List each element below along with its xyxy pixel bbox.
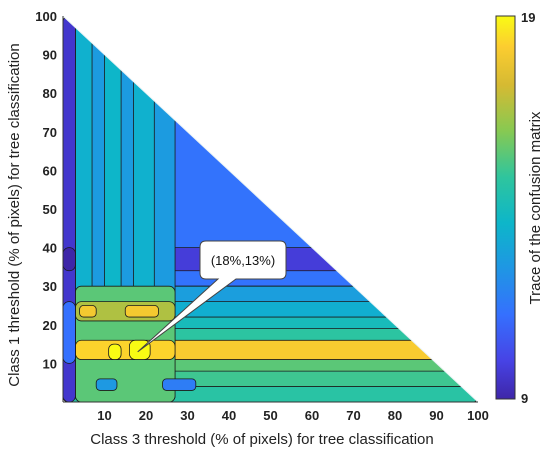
x-tick-label: 60 [305,408,319,423]
y-ticks: 10 20 30 40 50 60 70 80 90 100 [35,9,57,371]
contour-region [75,339,176,360]
y-tick-label: 50 [43,202,57,217]
plot-area [62,15,479,403]
contour-region [79,305,97,318]
colorbar: 19 9 Trace of the confusion matrix [495,10,544,406]
annotation-text: (18%,13%) [211,253,275,268]
x-ticks: 10 20 30 40 50 60 70 80 90 100 [97,408,489,423]
x-tick-label: 100 [467,408,489,423]
x-tick-label: 50 [263,408,277,423]
annotation-bubble [137,240,287,353]
colorbar-gradient [495,15,516,400]
contour-region [63,247,76,272]
x-axis-label: Class 3 threshold (% of pixels) for tree… [90,431,433,448]
y-tick-label: 30 [43,279,57,294]
y-tick-label: 100 [35,9,57,24]
contour-region [95,378,118,391]
annotation-callout: (18%,13%) [137,240,287,353]
y-tick-label: 20 [43,318,57,333]
colorbar-min-label: 9 [521,391,528,406]
x-tick-label: 80 [388,408,402,423]
colorbar-label: Trace of the confusion matrix [527,111,544,304]
y-tick-label: 10 [43,356,57,371]
y-tick-label: 70 [43,125,57,140]
contour-region [124,305,159,318]
x-tick-label: 10 [97,408,111,423]
y-axis-label: Class 1 threshold (% of pixels) for tree… [6,43,23,386]
contour-region [162,378,197,391]
contour-region [108,343,122,360]
y-tick-label: 40 [43,241,57,256]
contour-region [63,301,76,364]
x-tick-label: 90 [429,408,443,423]
x-tick-label: 70 [346,408,360,423]
y-tick-label: 80 [43,86,57,101]
y-tick-label: 90 [43,48,57,63]
colorbar-max-label: 19 [521,10,535,25]
domain-edge [62,15,479,403]
x-tick-label: 30 [180,408,194,423]
x-tick-label: 40 [222,408,236,423]
x-tick-label: 20 [139,408,153,423]
y-tick-label: 60 [43,163,57,178]
